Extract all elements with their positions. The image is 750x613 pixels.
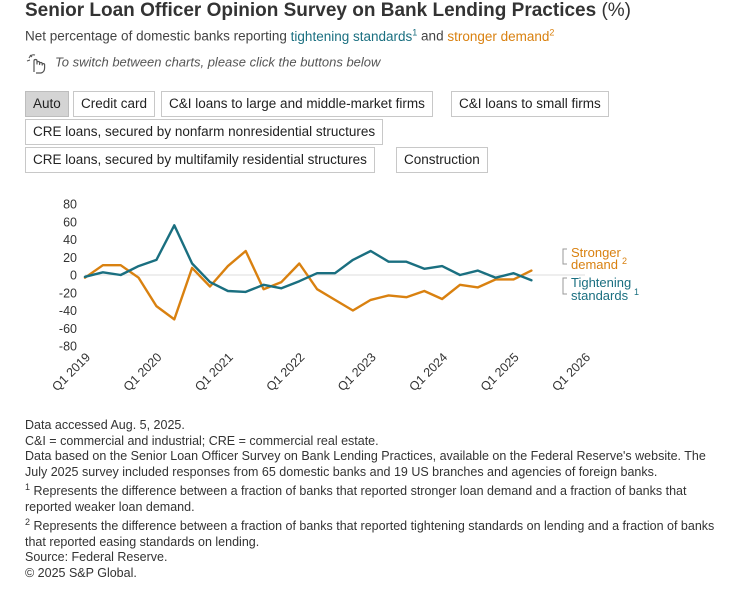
tightening-label-sup: 1 [634, 287, 639, 297]
subtitle-demand-sup: 2 [549, 27, 555, 37]
btn-construction[interactable]: Construction [396, 147, 488, 173]
y-tick-label: 80 [63, 198, 77, 212]
y-tick-label: -80 [59, 340, 77, 354]
note-accessed: Data accessed Aug. 5, 2025. [25, 418, 185, 432]
y-tick-label: -60 [59, 322, 77, 336]
subtitle-demand: stronger demand2 [447, 27, 555, 44]
tightening-label-bracket [562, 277, 567, 295]
subtitle-prefix: Net percentage of domestic banks reporti… [25, 28, 287, 44]
btn-cre-nonfarm[interactable]: CRE loans, secured by nonfarm nonresiden… [25, 119, 384, 145]
tightening-label-line1: Tightening [571, 275, 631, 290]
chart-subtitle: Net percentage of domestic banks reporti… [25, 27, 554, 44]
y-tick-label: -40 [59, 304, 77, 318]
demand-label-bracket [562, 248, 567, 265]
chart-title-text: Senior Loan Officer Opinion Survey on Ba… [25, 0, 597, 21]
x-tick-label: Q1 2024 [406, 350, 450, 394]
x-tick-label: Q1 2025 [478, 350, 522, 394]
footnote-2: 2 Represents the difference between a fr… [25, 515, 715, 550]
note-description: Data based on the Senior Loan Officer Su… [25, 449, 706, 479]
note-abbreviations: C&I = commercial and industrial; CRE = c… [25, 433, 379, 448]
switch-hint: To switch between charts, please click t… [25, 52, 380, 74]
subtitle-tightening-sup: 1 [412, 27, 418, 37]
chart-title: Senior Loan Officer Opinion Survey on Ba… [25, 0, 631, 22]
line-chart: 80 60 40 20 0 -20 -40 -60 -80 Tightening sta | , … [34, 198, 639, 395]
y-tick-label: 20 [63, 251, 77, 265]
x-tick-label: Q1 2022 [264, 350, 308, 394]
chart-title-unit: (%) [601, 0, 632, 21]
subtitle-demand-text: stronger demand [447, 28, 550, 44]
footnote-1-text: Represents the difference between a frac… [25, 484, 687, 514]
footnote-2-sup: 2 [25, 517, 31, 528]
x-tick-label: Q1 2023 [335, 350, 379, 394]
btn-credit-card[interactable]: Credit card [73, 91, 156, 117]
subtitle-and: and [421, 28, 444, 44]
x-tick-label: Q1 2026 [549, 350, 593, 394]
x-tick-label: Q1 2021 [192, 350, 236, 394]
btn-auto[interactable]: Auto [25, 91, 69, 117]
footnote-1: 1 Represents the difference between a fr… [25, 480, 715, 515]
tightening-label-line2: standards [571, 288, 629, 303]
x-tick-label: Q1 2020 [121, 350, 165, 394]
demand-label-line2: demand [571, 257, 618, 272]
subtitle-tightening-text: tightening standards [290, 28, 413, 44]
tightening-series-line [83, 224, 533, 294]
footnote-1-sup: 1 [25, 482, 31, 492]
x-tick-label: Q1 2019 [49, 350, 93, 394]
y-tick-label: 60 [63, 215, 77, 229]
btn-cre-multifamily[interactable]: CRE loans, secured by multifamily reside… [25, 147, 375, 173]
y-tick-label: -20 [59, 286, 77, 300]
btn-ci-large-middle[interactable]: C&I loans to large and middle-market fir… [161, 91, 433, 117]
btn-ci-small[interactable]: C&I loans to small firms [451, 91, 609, 117]
demand-label-line1: Stronger [571, 245, 622, 260]
y-axis-label: Tightening sta | , weaker demand [34, 208, 48, 392]
demand-label-sup: 2 [622, 256, 627, 266]
footnotes: Data accessed Aug. 5, 2025. C&I = commer… [25, 418, 715, 581]
hand-pointer-icon [26, 54, 46, 74]
subtitle-tightening: tightening standards1 [290, 27, 418, 44]
note-copyright: © 2025 S&P Global. [25, 565, 137, 580]
footnote-2-text: Represents the difference between a frac… [25, 519, 715, 549]
switch-hint-text: To switch between charts, please click t… [55, 54, 381, 70]
y-tick-label: 40 [63, 233, 77, 247]
y-tick-label: 0 [70, 269, 77, 283]
note-source: Source: Federal Reserve. [25, 550, 168, 565]
